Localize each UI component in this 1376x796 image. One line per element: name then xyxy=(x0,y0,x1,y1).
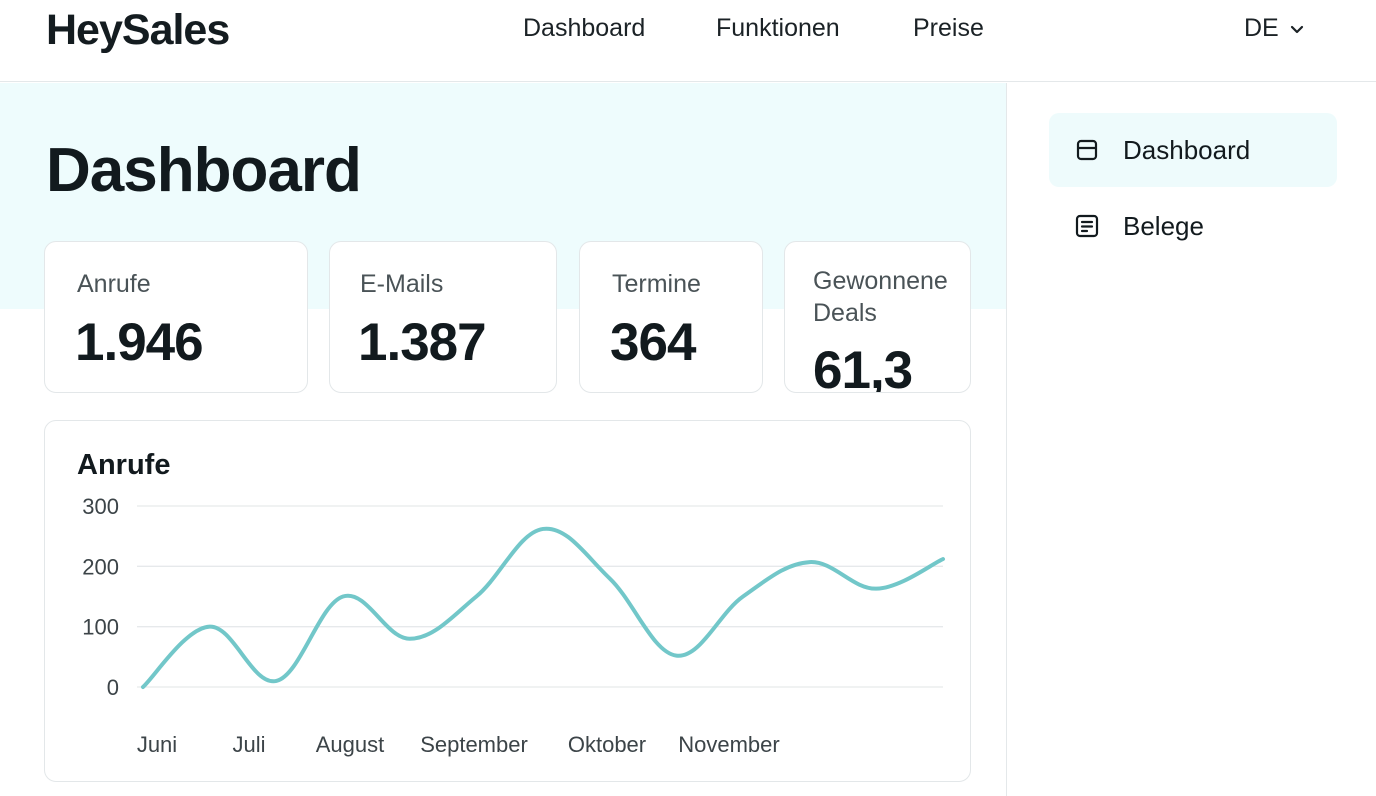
y-tick-label: 200 xyxy=(82,554,119,579)
stat-value: 1.387 xyxy=(358,313,487,372)
stat-label: Anrufe xyxy=(77,270,151,298)
y-tick-label: 0 xyxy=(107,675,119,700)
stat-card-emails: E-Mails 1.387 xyxy=(329,241,557,393)
sidebar-item-dashboard[interactable]: Dashboard xyxy=(1049,113,1337,187)
sidebar-item-label: Belege xyxy=(1123,210,1204,241)
x-tick-label: September xyxy=(420,732,528,757)
x-tick-label: Oktober xyxy=(568,732,646,757)
x-tick-label: November xyxy=(678,732,779,757)
stat-value: 61,3 K€ xyxy=(813,340,970,393)
main-content: Dashboard Anrufe 1.946 E-Mails 1.387 Ter… xyxy=(0,83,1006,796)
y-tick-label: 300 xyxy=(82,494,119,519)
chart-card-anrufe: Anrufe 0 100 200 300 Juni Juli August September… xyxy=(44,420,971,782)
sidebar-item-belege[interactable]: Belege xyxy=(1049,189,1337,263)
x-tick-label: Juni xyxy=(137,732,177,757)
stat-value: 364 xyxy=(610,313,696,372)
calendar-icon xyxy=(1073,136,1101,164)
stat-value: 1.946 xyxy=(75,313,204,372)
top-navigation-bar: HeySales Dashboard Funktionen Preise DE xyxy=(0,0,1376,82)
stat-card-termine: Termine 364 xyxy=(579,241,763,393)
receipt-icon xyxy=(1073,212,1101,240)
logo[interactable]: HeySales xyxy=(46,6,230,54)
nav-link-preise[interactable]: Preise xyxy=(913,14,984,42)
language-selector[interactable]: DE xyxy=(1244,14,1305,43)
x-tick-label: August xyxy=(316,732,385,757)
stat-label: E-Mails xyxy=(360,270,444,298)
stat-label: Gewonnene Deals xyxy=(813,267,948,327)
chevron-down-icon xyxy=(1290,25,1303,33)
stat-label: Termine xyxy=(612,270,701,298)
chart-title: Anrufe xyxy=(77,449,171,481)
stat-card-gewonnene-deals: Gewonnene Deals 61,3 K€ xyxy=(784,241,971,393)
series-line-anrufe xyxy=(141,526,945,689)
language-label: DE xyxy=(1244,14,1279,42)
sidebar: Dashboard Belege xyxy=(1006,83,1376,796)
page-title: Dashboard xyxy=(46,136,362,205)
stat-card-anrufe: Anrufe 1.946 xyxy=(44,241,308,393)
x-tick-label: Juli xyxy=(232,732,265,757)
nav-link-funktionen[interactable]: Funktionen xyxy=(716,14,840,42)
stat-value-number: 61,3 K xyxy=(813,341,913,393)
nav-link-dashboard[interactable]: Dashboard xyxy=(523,14,646,42)
y-tick-label: 100 xyxy=(82,615,119,640)
sidebar-item-label: Dashboard xyxy=(1123,134,1251,165)
line-chart: 0 100 200 300 Juni Juli August September Oktober… xyxy=(82,494,945,757)
